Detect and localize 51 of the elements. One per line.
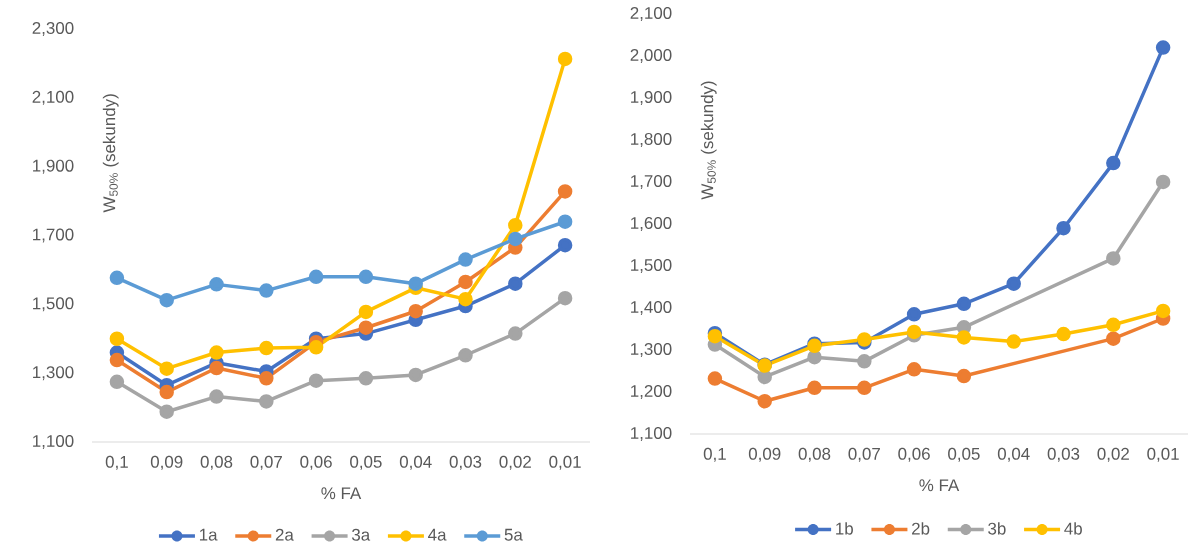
y-tick-label: 2,100 xyxy=(630,7,672,21)
legend-label: 3a xyxy=(351,528,371,541)
x-tick-label: 0,08 xyxy=(798,447,831,462)
y-tick-label: 1,900 xyxy=(631,91,672,105)
y-tick-label: 1,700 xyxy=(33,228,74,243)
x-tick-label: 0,09 xyxy=(150,455,183,470)
y-tick-label: 1,500 xyxy=(631,259,672,273)
legend-label: 5a xyxy=(504,528,523,541)
x-tick-label: 0,1 xyxy=(105,455,128,470)
x-tick-label: 0,08 xyxy=(200,455,233,470)
y-tick-label: 1,600 xyxy=(631,217,672,231)
legend-label: 4a xyxy=(428,528,447,541)
y-axis-title: W$_{50%}$ (sekundy) xyxy=(700,81,717,200)
y-tick-label: 2,000 xyxy=(630,49,672,63)
x-tick-label: 0,01 xyxy=(549,455,581,470)
legend-label: 3b xyxy=(988,522,1006,535)
x-axis-title: % FA xyxy=(919,479,960,492)
x-tick-label: 0,01 xyxy=(1147,447,1179,462)
x-tick-label: 0,04 xyxy=(997,447,1030,462)
x-tick-label: 0,07 xyxy=(250,455,282,470)
x-tick-label: 0,06 xyxy=(300,455,332,470)
y-tick-label: 1,200 xyxy=(631,385,672,399)
x-tick-label: 0,09 xyxy=(748,447,781,462)
legend-label: 1a xyxy=(199,528,218,541)
x-tick-label: 0,02 xyxy=(1097,447,1129,462)
legend-label: 4b xyxy=(1064,522,1082,535)
x-tick-label: 0,05 xyxy=(350,455,382,470)
x-tick-label: 0,05 xyxy=(948,447,980,462)
legend-label: 2a xyxy=(275,528,294,541)
legend-label: 1b xyxy=(836,522,853,535)
x-tick-label: 0,02 xyxy=(499,455,531,470)
y-tick-label: 1,500 xyxy=(33,297,74,312)
y-tick-label: 1,300 xyxy=(33,366,74,381)
x-axis-title: % FA xyxy=(321,487,362,500)
x-tick-label: 0,1 xyxy=(703,447,726,462)
y-axis-title: W$_{50%}$ (sekundy) xyxy=(102,94,119,213)
x-tick-label: 0,03 xyxy=(449,455,482,470)
y-tick-label: 1,800 xyxy=(631,133,672,147)
y-tick-label: 2,300 xyxy=(32,22,74,36)
y-tick-label: 1,100 xyxy=(33,435,74,449)
y-tick-label: 1,700 xyxy=(631,175,672,189)
x-tick-label: 0,03 xyxy=(1047,447,1080,462)
y-tick-label: 1,300 xyxy=(631,343,672,357)
y-tick-label: 1,400 xyxy=(631,301,672,315)
y-tick-label: 1,100 xyxy=(631,427,672,441)
y-tick-label: 2,100 xyxy=(32,90,74,105)
x-tick-label: 0,04 xyxy=(399,455,432,470)
y-tick-label: 1,900 xyxy=(33,159,74,174)
x-tick-label: 0,07 xyxy=(848,447,880,462)
legend-label: 2b xyxy=(912,522,930,535)
x-tick-label: 0,06 xyxy=(898,447,930,462)
